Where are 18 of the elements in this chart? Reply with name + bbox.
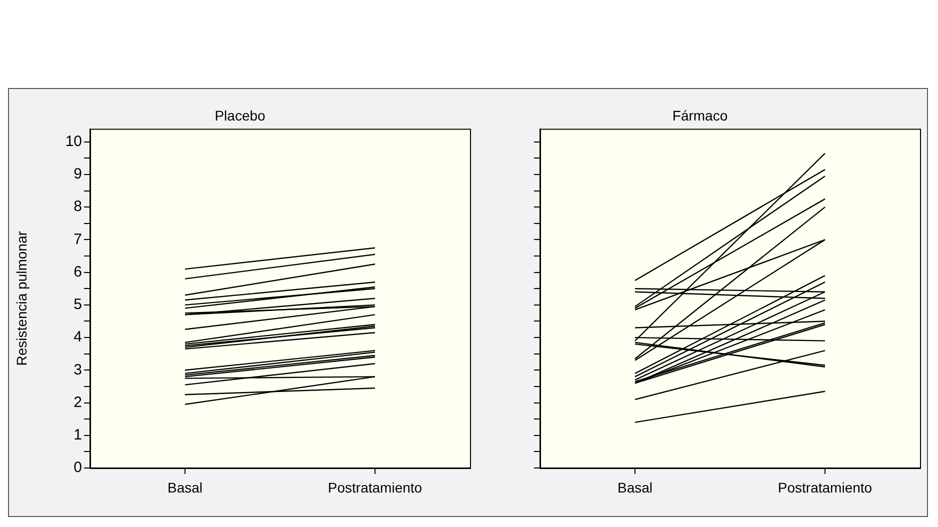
y-tick-label: 7 [74, 230, 82, 248]
chart-title: Placebo [214, 107, 266, 124]
x-tick-label: Basal [617, 479, 653, 496]
y-tick-label: 2 [74, 394, 82, 411]
chart-title: Fármaco [672, 107, 728, 124]
y-axis-title: Resistencia pulmonar [13, 230, 30, 366]
y-tick-label: 4 [74, 328, 82, 346]
x-tick-label: Postratamiento [328, 479, 422, 496]
y-tick-label: 0 [74, 459, 82, 476]
y-tick-label: 8 [74, 198, 82, 216]
x-tick-label: Postratamiento [778, 479, 872, 496]
x-tick-label: Basal [167, 479, 203, 496]
y-tick-label: 1 [74, 426, 82, 444]
y-tick-label: 3 [74, 361, 82, 378]
y-tick-label: 10 [65, 132, 82, 150]
y-tick-label: 6 [74, 263, 82, 280]
y-tick-label: 9 [74, 166, 82, 183]
y-tick-label: 5 [74, 296, 82, 314]
